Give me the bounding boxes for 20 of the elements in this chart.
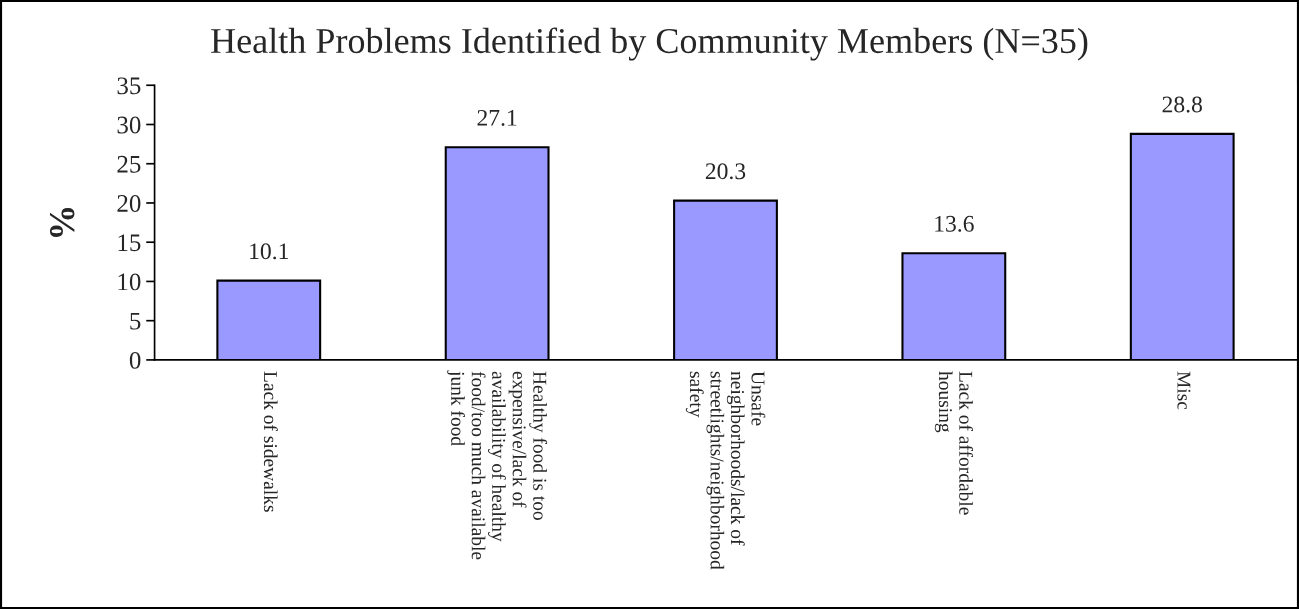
data-label: 27.1 bbox=[477, 109, 517, 126]
x-tick-label: Lack of affordable housing bbox=[934, 371, 974, 515]
y-tick-label: 35 bbox=[117, 77, 141, 95]
y-tick-label: 15 bbox=[118, 234, 141, 252]
x-tick-label: Unsafe neighborhoods/lack of streetlights/neighborhood safety bbox=[685, 371, 766, 570]
x-tick-label: Healthy food is too expensive/lack of availability of healthy food/too much available junk food bbox=[447, 370, 548, 560]
x-tick-label: Lack of sidewalks bbox=[263, 371, 278, 512]
y-tick-label: 0 bbox=[129, 351, 141, 369]
y-tick-label: 5 bbox=[130, 312, 141, 330]
data-label: 10.1 bbox=[250, 243, 289, 260]
y-tick-label: 30 bbox=[117, 116, 141, 134]
y-tick-label: 10 bbox=[118, 273, 141, 291]
data-label: 28.8 bbox=[1162, 96, 1202, 113]
data-label: 20.3 bbox=[705, 163, 746, 180]
y-tick-label: 25 bbox=[117, 155, 141, 173]
y-tick-label: 20 bbox=[117, 195, 141, 212]
data-label: 13.6 bbox=[935, 215, 974, 232]
x-tick-label: Misc bbox=[1177, 371, 1191, 410]
y-axis-title: % bbox=[49, 207, 75, 237]
chart-title: Health Problems Identified by Community Members (N=35) bbox=[211, 27, 1088, 61]
